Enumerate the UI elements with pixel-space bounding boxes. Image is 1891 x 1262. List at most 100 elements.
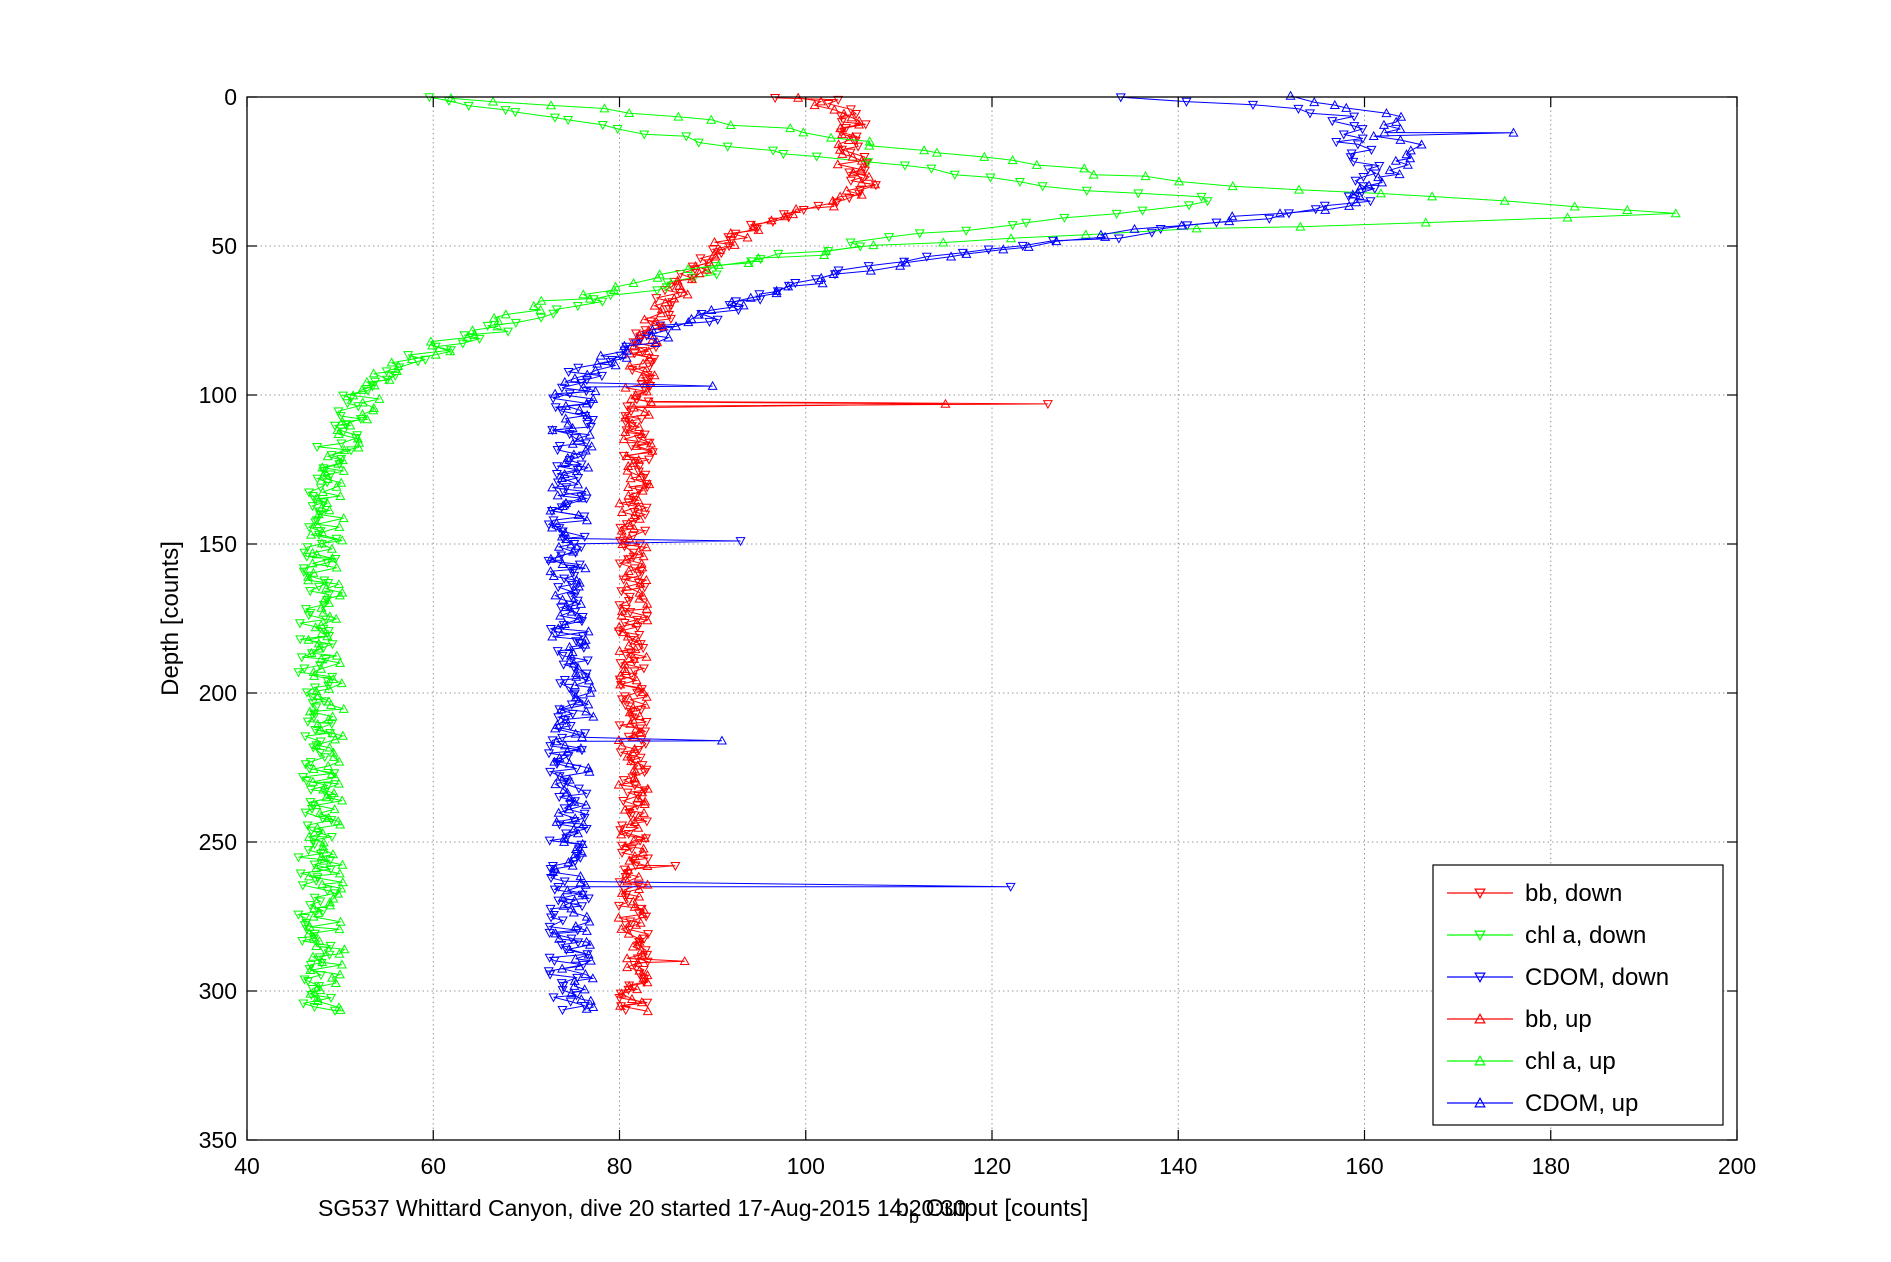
data-point bbox=[301, 552, 312, 562]
x-tick-label: 100 bbox=[787, 1153, 825, 1179]
data-point bbox=[573, 938, 584, 948]
data-point bbox=[310, 725, 321, 736]
data-point bbox=[634, 630, 645, 641]
data-point bbox=[309, 670, 320, 680]
data-point bbox=[1358, 172, 1369, 183]
data-point bbox=[851, 109, 862, 120]
data-point bbox=[315, 724, 326, 734]
data-point bbox=[327, 640, 338, 650]
data-point bbox=[829, 104, 840, 114]
data-point bbox=[305, 587, 316, 597]
data-point bbox=[386, 357, 397, 367]
data-point bbox=[558, 660, 569, 670]
data-point bbox=[324, 611, 335, 621]
data-point bbox=[1416, 139, 1427, 149]
data-point bbox=[899, 161, 910, 171]
data-point bbox=[623, 732, 634, 742]
data-point bbox=[574, 432, 585, 442]
data-point bbox=[573, 663, 584, 673]
data-point bbox=[709, 236, 720, 247]
data-point bbox=[304, 965, 315, 975]
data-point bbox=[1347, 189, 1358, 199]
data-point bbox=[628, 402, 639, 412]
data-point bbox=[333, 778, 344, 788]
data-point bbox=[870, 179, 881, 189]
data-point bbox=[309, 495, 320, 505]
data-point bbox=[642, 615, 653, 625]
data-point bbox=[384, 374, 395, 384]
data-point bbox=[337, 877, 348, 887]
legend-marker bbox=[1474, 972, 1486, 984]
data-point bbox=[329, 804, 340, 814]
data-point bbox=[1352, 140, 1363, 150]
data-point bbox=[1079, 163, 1090, 173]
data-point bbox=[1622, 204, 1633, 214]
data-point bbox=[311, 703, 322, 713]
data-point bbox=[586, 441, 597, 451]
data-point bbox=[338, 391, 349, 401]
data-point bbox=[647, 448, 658, 458]
data-point bbox=[710, 251, 721, 261]
data-point bbox=[335, 412, 346, 422]
data-point bbox=[738, 300, 749, 310]
data-point bbox=[640, 727, 651, 737]
data-point bbox=[642, 854, 654, 864]
x-tick-label: 180 bbox=[1532, 1153, 1570, 1179]
data-point bbox=[590, 365, 601, 375]
data-point bbox=[634, 587, 645, 597]
legend-entry: CDOM, down bbox=[1447, 964, 1669, 991]
data-point bbox=[639, 768, 650, 778]
chart-caption: SG537 Whittard Canyon, dive 20 started 1… bbox=[318, 1195, 966, 1221]
data-point bbox=[300, 732, 311, 742]
data-point bbox=[325, 865, 336, 875]
data-point bbox=[634, 540, 646, 550]
data-point bbox=[566, 539, 577, 549]
data-point bbox=[305, 901, 316, 911]
data-point bbox=[844, 168, 855, 178]
data-point bbox=[563, 418, 574, 428]
data-point bbox=[557, 527, 568, 537]
data-point bbox=[578, 289, 589, 299]
legend-marker bbox=[1474, 1096, 1486, 1108]
data-point bbox=[362, 386, 374, 396]
data-point bbox=[635, 578, 646, 588]
data-point bbox=[1331, 138, 1342, 148]
data-point bbox=[614, 498, 625, 508]
data-point bbox=[625, 718, 636, 728]
data-point bbox=[637, 485, 648, 495]
data-point bbox=[622, 788, 633, 798]
data-point bbox=[570, 728, 581, 738]
data-point bbox=[618, 434, 629, 444]
data-point bbox=[567, 422, 578, 432]
data-point bbox=[669, 293, 680, 303]
data-point bbox=[295, 869, 306, 879]
data-point bbox=[307, 951, 318, 961]
data-point bbox=[316, 654, 327, 664]
data-point bbox=[551, 470, 562, 480]
data-point bbox=[621, 665, 632, 675]
data-point bbox=[545, 767, 556, 777]
data-point bbox=[686, 313, 697, 323]
data-point bbox=[707, 380, 718, 390]
data-point bbox=[300, 808, 311, 818]
data-point bbox=[557, 892, 568, 902]
data-point bbox=[330, 734, 341, 744]
data-point bbox=[578, 381, 589, 391]
data-point bbox=[770, 94, 781, 104]
data-point bbox=[753, 224, 764, 234]
data-point bbox=[309, 1003, 320, 1013]
data-point bbox=[621, 921, 632, 931]
data-point bbox=[633, 792, 644, 802]
data-point bbox=[615, 679, 626, 689]
data-point bbox=[560, 602, 571, 612]
data-point bbox=[634, 571, 645, 581]
data-point bbox=[544, 836, 555, 846]
data-point bbox=[633, 454, 644, 464]
data-point bbox=[307, 547, 318, 557]
data-point bbox=[307, 558, 318, 568]
data-point bbox=[569, 980, 580, 990]
data-point bbox=[621, 581, 632, 591]
data-point bbox=[573, 479, 584, 489]
data-point bbox=[622, 961, 633, 972]
data-point bbox=[608, 284, 620, 294]
